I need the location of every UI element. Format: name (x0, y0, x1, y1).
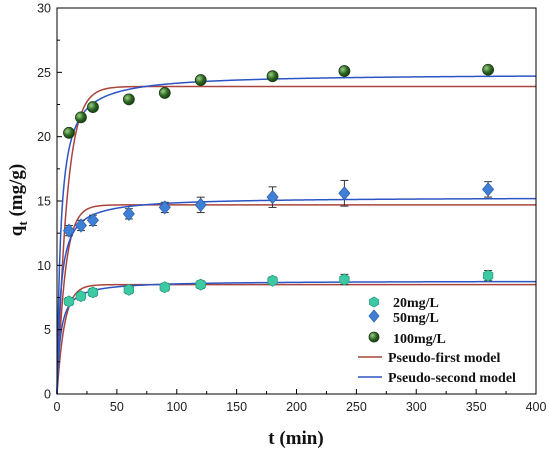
x-tick-label: 150 (226, 400, 247, 414)
x-tick-label: 200 (286, 400, 307, 414)
point-50mg (122, 206, 135, 221)
point-20mg (339, 273, 350, 286)
legend-item-100mg: 100mg/L (368, 331, 446, 347)
point-100mg (63, 126, 75, 139)
model-curves (56, 75, 536, 395)
pseudo-second-curve (56, 280, 536, 395)
point-50mg (86, 213, 99, 228)
point-100mg (194, 74, 207, 86)
legend-label-pseudo-second: Pseudo-second model (388, 371, 516, 386)
y-tick-label: 0 (44, 388, 51, 402)
point-20mg (267, 274, 278, 287)
point-50mg (62, 223, 75, 238)
point-100mg (266, 70, 279, 83)
point-20mg (159, 281, 170, 294)
point-20mg (87, 286, 99, 299)
point-50mg (158, 200, 171, 215)
legend-item-20mg: 20mg/L (369, 296, 439, 311)
data-points (62, 63, 495, 308)
point-100mg (482, 63, 495, 76)
y-tick-label: 5 (44, 323, 51, 337)
y-tick-label: 25 (37, 66, 51, 80)
y-tick-label: 30 (37, 2, 51, 16)
x-axis-title: t (min) (268, 428, 323, 449)
x-tick-label: 400 (526, 400, 547, 414)
legend-item-pseudo-first: Pseudo-first model (358, 351, 500, 366)
legend-diamond-marker (368, 309, 380, 323)
x-tick-label: 0 (54, 400, 61, 414)
x-tick-label: 100 (166, 400, 187, 414)
point-100mg (75, 111, 87, 124)
legend-item-pseudo-second: Pseudo-second model (358, 371, 516, 386)
legend-item-50mg: 50mg/L (368, 309, 439, 326)
point-50mg (74, 218, 87, 233)
y-tick-label: 15 (37, 195, 51, 209)
legend-label-20mg: 20mg/L (393, 296, 439, 311)
legend-label-pseudo-first: Pseudo-first model (388, 351, 500, 366)
legend: 20mg/L 50mg/L 100mg/L Pseudo-first model… (358, 296, 516, 386)
x-tick-label: 50 (110, 400, 124, 414)
point-20mg (123, 283, 135, 296)
point-20mg (195, 278, 206, 291)
x-tick-label: 350 (466, 400, 487, 414)
point-50mg (266, 190, 279, 205)
legend-hexagon-marker (369, 296, 379, 308)
y-tick-label: 10 (37, 259, 51, 273)
point-100mg (338, 65, 351, 77)
point-50mg (338, 186, 351, 201)
point-20mg (482, 269, 494, 282)
x-tick-label: 250 (346, 400, 367, 414)
x-tick-label: 300 (406, 400, 427, 414)
point-50mg (482, 182, 495, 197)
axis-ticks: 0 50 100 150 200 250 300 350 400 0 5 10 15 20 25 30 (37, 2, 546, 415)
legend-sphere-marker (368, 331, 380, 343)
point-20mg (75, 290, 87, 303)
pseudo-second-curve (56, 75, 536, 395)
point-100mg (158, 87, 171, 99)
y-axis-title: qt (mg/g) (6, 164, 30, 236)
point-100mg (87, 101, 99, 113)
pseudo-second-curve (56, 197, 536, 395)
point-20mg (63, 295, 75, 308)
point-100mg (122, 93, 135, 106)
y-tick-label: 20 (37, 130, 51, 144)
point-50mg (194, 197, 207, 212)
pseudo-first-curve (56, 283, 536, 395)
pseudo-first-curve (56, 85, 536, 395)
legend-label-100mg: 100mg/L (393, 332, 446, 347)
legend-label-50mg: 50mg/L (393, 311, 439, 326)
plot-frame (56, 7, 537, 395)
